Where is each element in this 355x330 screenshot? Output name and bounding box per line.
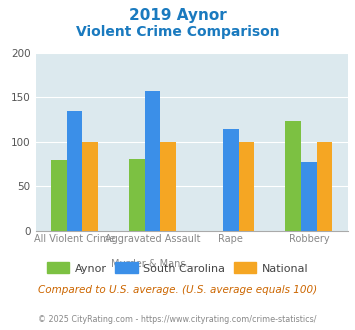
- Text: Compared to U.S. average. (U.S. average equals 100): Compared to U.S. average. (U.S. average …: [38, 285, 317, 295]
- Text: © 2025 CityRating.com - https://www.cityrating.com/crime-statistics/: © 2025 CityRating.com - https://www.city…: [38, 315, 317, 324]
- Bar: [160, 142, 176, 231]
- Text: Violent Crime Comparison: Violent Crime Comparison: [76, 25, 279, 39]
- Text: 2019 Aynor: 2019 Aynor: [129, 8, 226, 23]
- Bar: [145, 91, 160, 231]
- Bar: [51, 160, 67, 231]
- Bar: [239, 142, 254, 231]
- Bar: [82, 142, 98, 231]
- Bar: [317, 142, 332, 231]
- Bar: [129, 159, 145, 231]
- Bar: [301, 162, 317, 231]
- Bar: [67, 111, 82, 231]
- Bar: [223, 129, 239, 231]
- Bar: [285, 120, 301, 231]
- Legend: Aynor, South Carolina, National: Aynor, South Carolina, National: [42, 258, 313, 278]
- Text: Murder & Mans...: Murder & Mans...: [111, 259, 195, 269]
